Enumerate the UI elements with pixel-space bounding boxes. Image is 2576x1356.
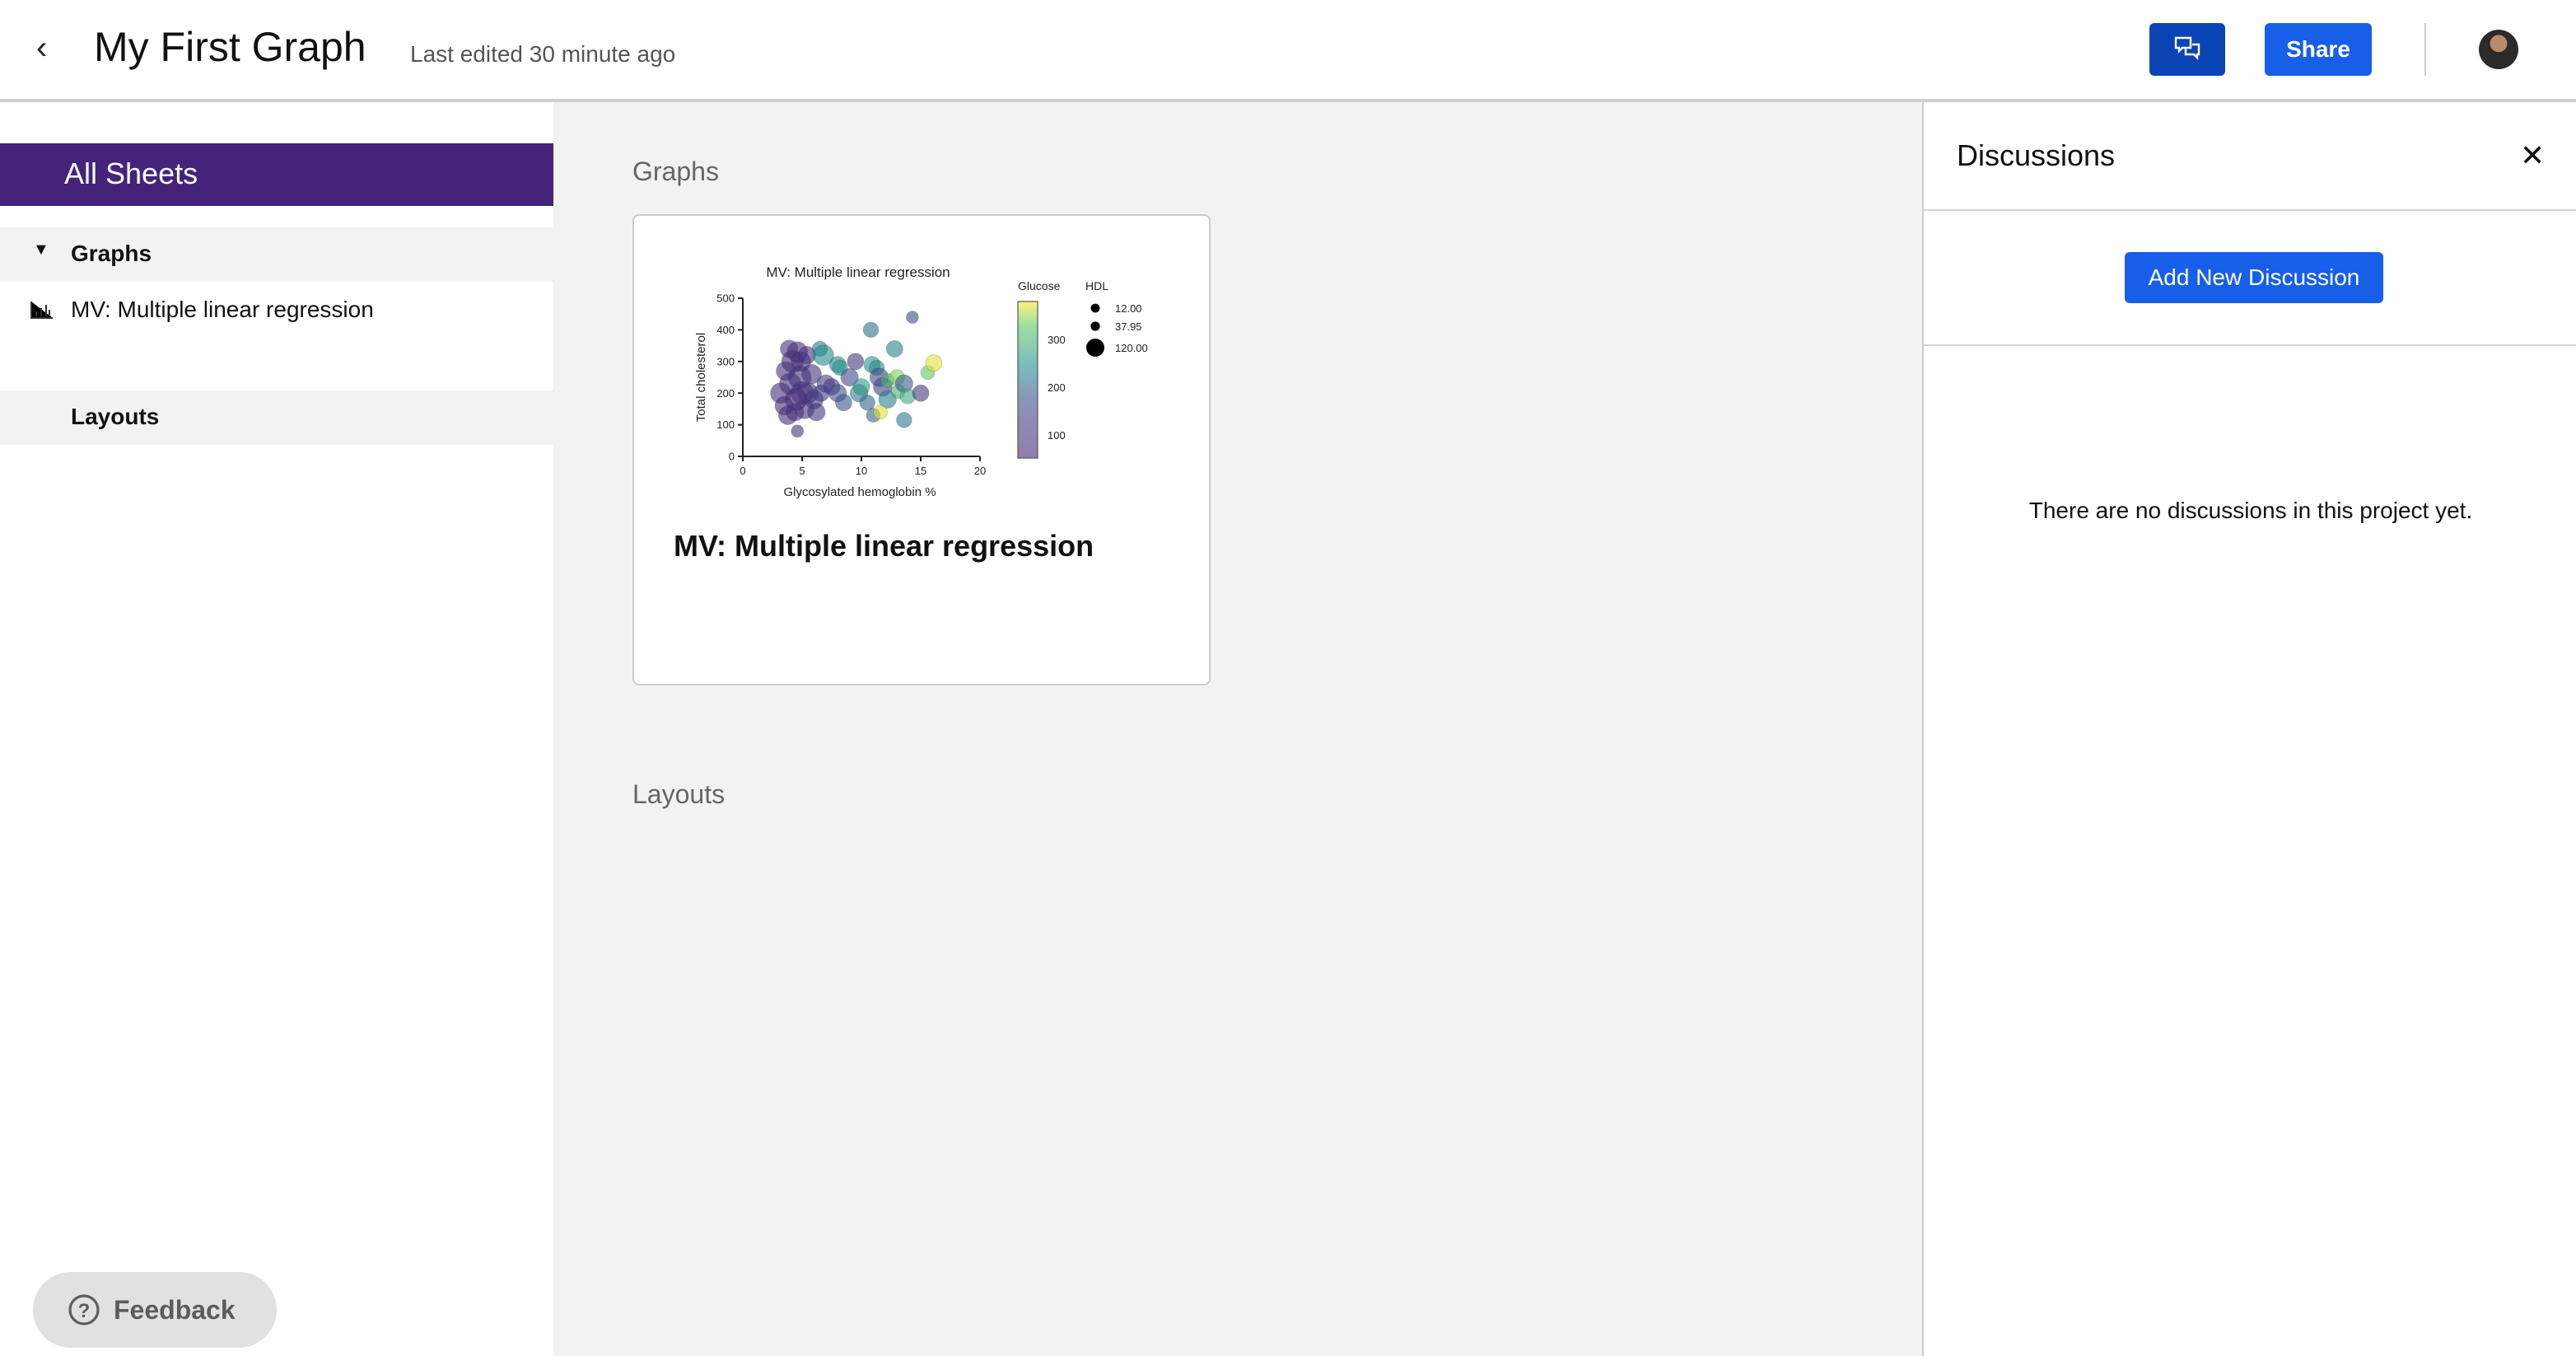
bar-chart-icon xyxy=(30,302,53,319)
sidebar-item-graph[interactable]: MV: Multiple linear regression xyxy=(0,297,553,330)
add-discussion-button[interactable]: Add New Discussion xyxy=(2125,252,2383,303)
graphs-heading: Graphs xyxy=(632,157,719,186)
colorbar xyxy=(1017,301,1038,459)
y-tick-label: 200 xyxy=(716,387,735,400)
y-tick-label: 100 xyxy=(716,418,735,431)
graph-thumbnail: MV: Multiple linear regression Total cho… xyxy=(694,264,1148,499)
size-legend-label: 37.95 xyxy=(1115,320,1142,333)
caret-down-icon: ▼ xyxy=(33,241,49,259)
thumbnail-title: MV: Multiple linear regression xyxy=(766,264,950,280)
last-edited-text: Last edited 30 minute ago xyxy=(410,41,676,67)
data-point xyxy=(878,390,897,409)
data-point xyxy=(834,394,852,412)
top-bar: ‹ My First Graph Last edited 30 minute a… xyxy=(0,0,2576,102)
divider xyxy=(2424,23,2426,76)
thumbnail-ylabel: Total cholesterol xyxy=(694,333,708,422)
data-point xyxy=(807,403,826,422)
avatar[interactable] xyxy=(2479,30,2518,69)
thumbnail-xlabel: Glycosylated hemoglobin % xyxy=(783,485,936,499)
data-point xyxy=(873,404,888,420)
item-label: MV: Multiple linear regression xyxy=(71,297,374,322)
data-point xyxy=(862,321,880,339)
data-point xyxy=(885,339,903,358)
y-tick-label: 0 xyxy=(729,451,735,463)
chat-bubbles-icon xyxy=(2174,36,2200,60)
x-tick-label: 15 xyxy=(915,465,926,477)
page-title: My First Graph xyxy=(94,24,366,70)
x-tick-label: 5 xyxy=(799,465,805,477)
discussions-title: Discussions xyxy=(1957,138,2116,172)
share-button[interactable]: Share xyxy=(2265,23,2372,76)
help-icon: ? xyxy=(68,1294,100,1326)
close-icon[interactable]: ✕ xyxy=(2520,138,2546,172)
x-tick-label: 10 xyxy=(856,465,867,477)
data-point xyxy=(859,394,875,411)
size-legend-dot xyxy=(1086,339,1104,357)
sidebar-group-graphs[interactable]: ▼ Graphs xyxy=(0,227,553,282)
layouts-heading: Layouts xyxy=(632,779,726,809)
graph-card-title: MV: Multiple linear regression xyxy=(674,529,1094,563)
data-point xyxy=(776,361,796,381)
all-sheets-header[interactable]: All Sheets xyxy=(0,143,553,206)
data-point xyxy=(896,412,912,428)
chevron-left-icon[interactable]: ‹ xyxy=(36,30,48,66)
sidebar-group-layouts[interactable]: Layouts xyxy=(0,390,553,445)
data-point xyxy=(791,424,805,438)
data-point xyxy=(813,344,834,367)
discussions-panel: Discussions ✕ Add New Discussion There a… xyxy=(1922,102,2576,1356)
data-point xyxy=(852,378,870,395)
data-point xyxy=(780,339,799,358)
data-point xyxy=(925,354,943,372)
group-label: Graphs xyxy=(71,241,152,266)
size-legend-label: 12.00 xyxy=(1115,302,1142,315)
colorbar-label: Glucose xyxy=(1018,279,1061,292)
size-legend-label: HDL xyxy=(1085,279,1108,292)
divider xyxy=(1924,209,2576,211)
size-legend-dot xyxy=(1090,303,1100,313)
data-point xyxy=(840,367,859,387)
sidebar: All Sheets ▼ Graphs MV: Multiple linear … xyxy=(0,102,553,1356)
y-tick-label: 400 xyxy=(716,324,735,336)
data-point xyxy=(906,311,919,324)
data-point xyxy=(847,353,865,371)
y-tick-label: 500 xyxy=(716,292,735,305)
divider xyxy=(1924,344,2576,346)
group-label: Layouts xyxy=(71,404,160,429)
feedback-button[interactable]: ? Feedback xyxy=(33,1272,277,1348)
size-legend-dot xyxy=(1090,321,1100,331)
y-tick-label: 300 xyxy=(716,355,735,367)
feedback-label: Feedback xyxy=(114,1294,236,1325)
colorbar-tick-label: 100 xyxy=(1048,429,1066,442)
main-area: Graphs MV: Multiple linear regression To… xyxy=(553,102,1922,1356)
graph-card[interactable]: MV: Multiple linear regression Total cho… xyxy=(632,214,1211,685)
colorbar-tick-label: 200 xyxy=(1048,381,1066,394)
empty-state-text: There are no discussions in this project… xyxy=(2028,498,2473,523)
x-tick-label: 0 xyxy=(740,465,745,477)
discussions-toggle-button[interactable] xyxy=(2149,23,2225,76)
data-point xyxy=(912,384,930,402)
size-legend-label: 120.00 xyxy=(1115,342,1148,354)
colorbar-tick-label: 300 xyxy=(1048,334,1066,346)
svg-text:?: ? xyxy=(78,1300,91,1322)
x-tick-label: 20 xyxy=(974,465,986,477)
